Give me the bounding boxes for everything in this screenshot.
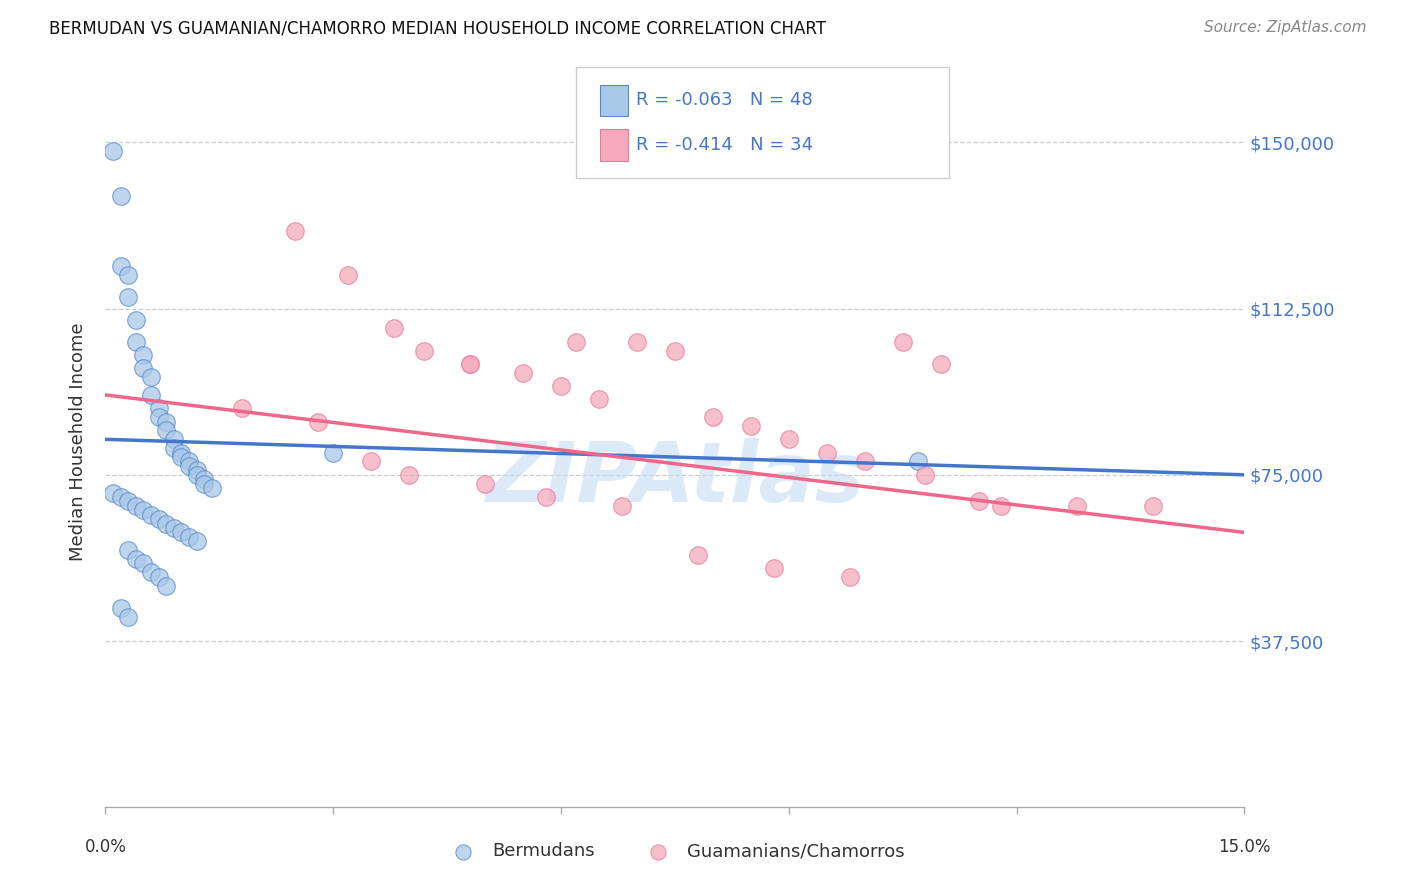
Point [148,401,170,416]
Point [177,458,200,473]
Point [929,357,952,371]
Point [170,525,193,540]
Point [193,476,215,491]
Point [565,334,588,349]
Point [702,410,724,425]
Point [125,499,148,513]
Point [512,366,534,380]
Point [686,548,709,562]
Point [170,445,193,459]
Text: Source: ZipAtlas.com: Source: ZipAtlas.com [1204,20,1367,35]
Point [815,445,838,459]
Point [382,321,405,335]
Point [360,454,382,468]
Point [907,454,929,468]
Point [170,450,193,464]
Point [132,348,155,362]
Point [458,357,481,371]
Point [186,534,208,549]
Point [967,494,990,508]
Point [155,415,177,429]
Text: ZIPAtlas: ZIPAtlas [485,438,865,518]
Point [838,570,860,584]
Point [337,268,360,283]
Point [148,512,170,526]
Point [458,357,481,371]
Y-axis label: Median Household Income: Median Household Income [69,322,87,561]
Point [148,570,170,584]
Point [322,445,344,459]
Point [148,410,170,425]
Point [534,490,557,504]
Point [139,388,162,402]
Point [193,472,215,486]
Point [132,503,155,517]
Point [914,467,936,482]
Point [177,530,200,544]
Point [762,561,785,575]
Point [231,401,253,416]
Point [307,415,329,429]
Point [778,433,800,447]
Point [1066,499,1088,513]
Point [117,494,139,508]
Point [891,334,914,349]
Point [610,499,633,513]
Point [117,609,139,624]
Point [664,343,686,358]
Point [139,370,162,384]
Point [132,361,155,376]
Point [163,441,186,455]
Point [853,454,876,468]
Point [990,499,1012,513]
Point [284,224,307,238]
Point [740,419,762,434]
Point [110,490,132,504]
Point [117,268,139,283]
Point [117,543,139,558]
Text: R = -0.063   N = 48: R = -0.063 N = 48 [636,91,813,110]
Point [110,188,132,202]
Point [588,392,610,407]
Point [186,463,208,477]
Point [1142,499,1164,513]
Point [132,557,155,571]
Point [101,485,124,500]
Point [413,343,436,358]
Point [550,379,572,393]
Point [626,334,648,349]
Legend: Bermudans, Guamanians/Chamorros: Bermudans, Guamanians/Chamorros [439,835,911,868]
Point [186,467,208,482]
Point [139,566,162,580]
Text: BERMUDAN VS GUAMANIAN/CHAMORRO MEDIAN HOUSEHOLD INCOME CORRELATION CHART: BERMUDAN VS GUAMANIAN/CHAMORRO MEDIAN HO… [49,20,827,37]
Point [155,516,177,531]
Point [110,260,132,274]
Point [201,481,224,495]
Point [101,144,124,158]
Point [125,552,148,566]
Point [125,334,148,349]
Point [155,424,177,438]
Text: R = -0.414   N = 34: R = -0.414 N = 34 [636,136,813,154]
Point [125,312,148,326]
Point [117,290,139,304]
Point [163,433,186,447]
Point [177,454,200,468]
Text: 0.0%: 0.0% [84,838,127,855]
Text: 15.0%: 15.0% [1218,838,1271,855]
Point [163,521,186,535]
Point [398,467,420,482]
Point [474,476,496,491]
Point [110,600,132,615]
Point [155,579,177,593]
Point [139,508,162,522]
